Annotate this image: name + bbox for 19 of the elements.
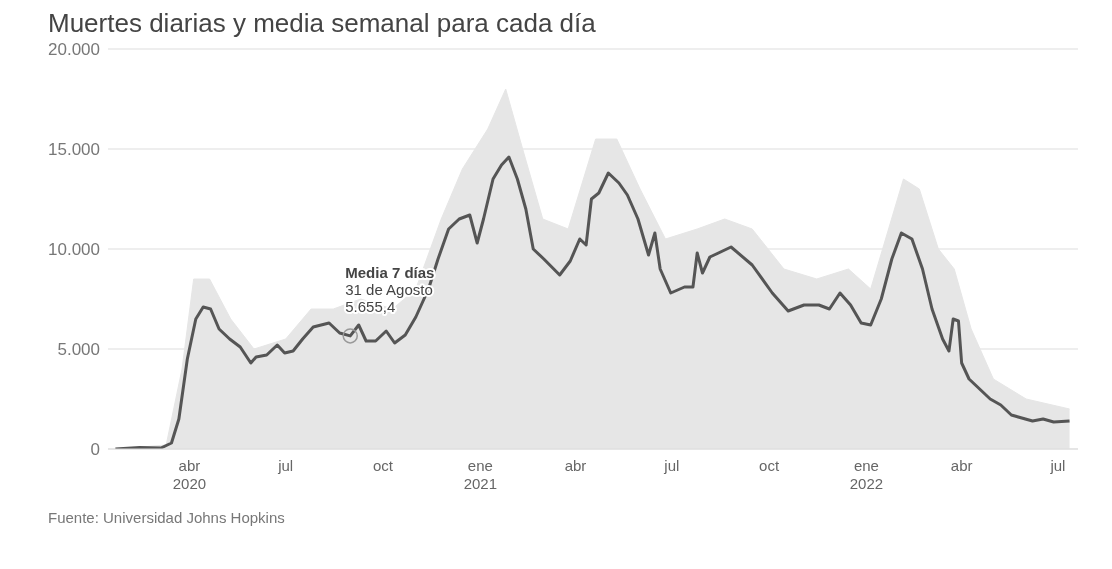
x-tick-label: jul <box>277 457 294 474</box>
y-tick-label: 15.000 <box>48 140 100 160</box>
x-tick-label: jul <box>663 457 680 474</box>
x-tick-label: abr 2020 <box>172 457 207 492</box>
x-tick-label: oct <box>373 457 394 474</box>
y-tick-label: 0 <box>90 440 100 460</box>
x-tick-label: jul <box>1049 457 1066 474</box>
source-note: Fuente: Universidad Johns Hopkins <box>48 509 286 526</box>
x-tick-label: ene 2022 <box>849 457 884 492</box>
x-tick-label: abr <box>950 457 973 474</box>
x-tick-label: oct <box>759 457 780 474</box>
annotation: 5.655,4 <box>345 297 396 315</box>
chart-title: Muertes diarias y media semanal para cada día <box>48 8 597 39</box>
y-tick-label: 10.000 <box>48 240 100 260</box>
x-tick-label: abr <box>564 457 587 474</box>
x-tick-label: ene 2021 <box>463 457 498 492</box>
line-series <box>113 155 1072 449</box>
y-tick-label: 20.000 <box>48 40 100 60</box>
y-tick-label: 5.000 <box>57 340 100 360</box>
